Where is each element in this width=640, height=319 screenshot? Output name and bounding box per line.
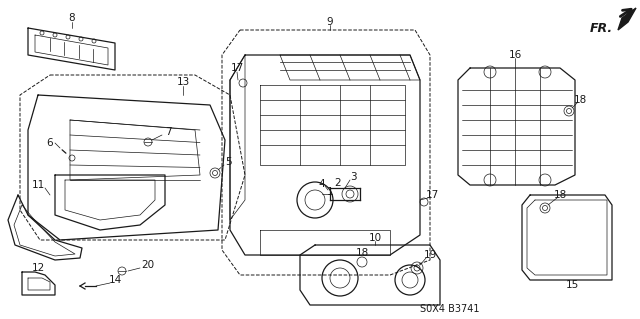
Text: 15: 15 xyxy=(565,280,579,290)
Text: 9: 9 xyxy=(326,17,333,27)
Polygon shape xyxy=(618,8,636,30)
Text: 10: 10 xyxy=(369,233,381,243)
Text: 12: 12 xyxy=(31,263,45,273)
Text: 13: 13 xyxy=(177,77,189,87)
Text: 7: 7 xyxy=(164,127,172,137)
Text: 18: 18 xyxy=(573,95,587,105)
Text: 8: 8 xyxy=(68,13,76,23)
Text: 20: 20 xyxy=(141,260,155,270)
Text: 17: 17 xyxy=(230,63,244,73)
Text: 1: 1 xyxy=(326,187,333,197)
Text: 14: 14 xyxy=(108,275,122,285)
Text: 19: 19 xyxy=(424,250,436,260)
Text: 5: 5 xyxy=(225,157,231,167)
Text: 18: 18 xyxy=(554,190,566,200)
Text: 18: 18 xyxy=(355,248,369,258)
Text: 2: 2 xyxy=(335,178,341,188)
Text: 16: 16 xyxy=(508,50,522,60)
Text: FR.: FR. xyxy=(590,21,613,34)
Text: 11: 11 xyxy=(31,180,45,190)
Text: S0X4 B3741: S0X4 B3741 xyxy=(420,304,480,314)
Text: 6: 6 xyxy=(47,138,53,148)
Text: 17: 17 xyxy=(426,190,438,200)
Text: 4: 4 xyxy=(319,179,325,189)
Text: 3: 3 xyxy=(349,172,356,182)
